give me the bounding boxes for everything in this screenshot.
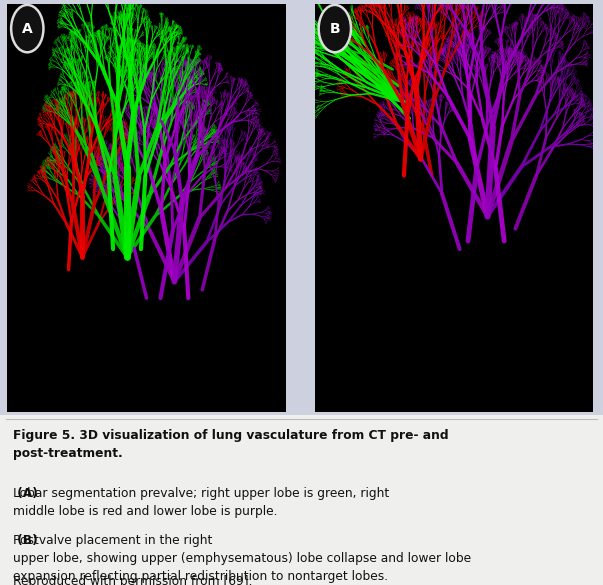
Circle shape — [318, 5, 351, 52]
Text: (A): (A) — [13, 487, 42, 500]
Text: Reproduced with permission from [69].: Reproduced with permission from [69]. — [13, 575, 253, 585]
Text: A: A — [22, 22, 33, 36]
Text: Figure 5. 3D visualization of lung vasculature from CT pre- and
post-treatment.: Figure 5. 3D visualization of lung vascu… — [13, 429, 449, 460]
Text: B: B — [329, 22, 340, 36]
Circle shape — [11, 5, 43, 52]
Text: Postvalve placement in the right
upper lobe, showing upper (emphysematous) lobe : Postvalve placement in the right upper l… — [13, 534, 472, 583]
Text: (B): (B) — [13, 534, 42, 547]
Text: Lobar segmentation prevalve; right upper lobe is green, right
middle lobe is red: Lobar segmentation prevalve; right upper… — [13, 487, 390, 518]
